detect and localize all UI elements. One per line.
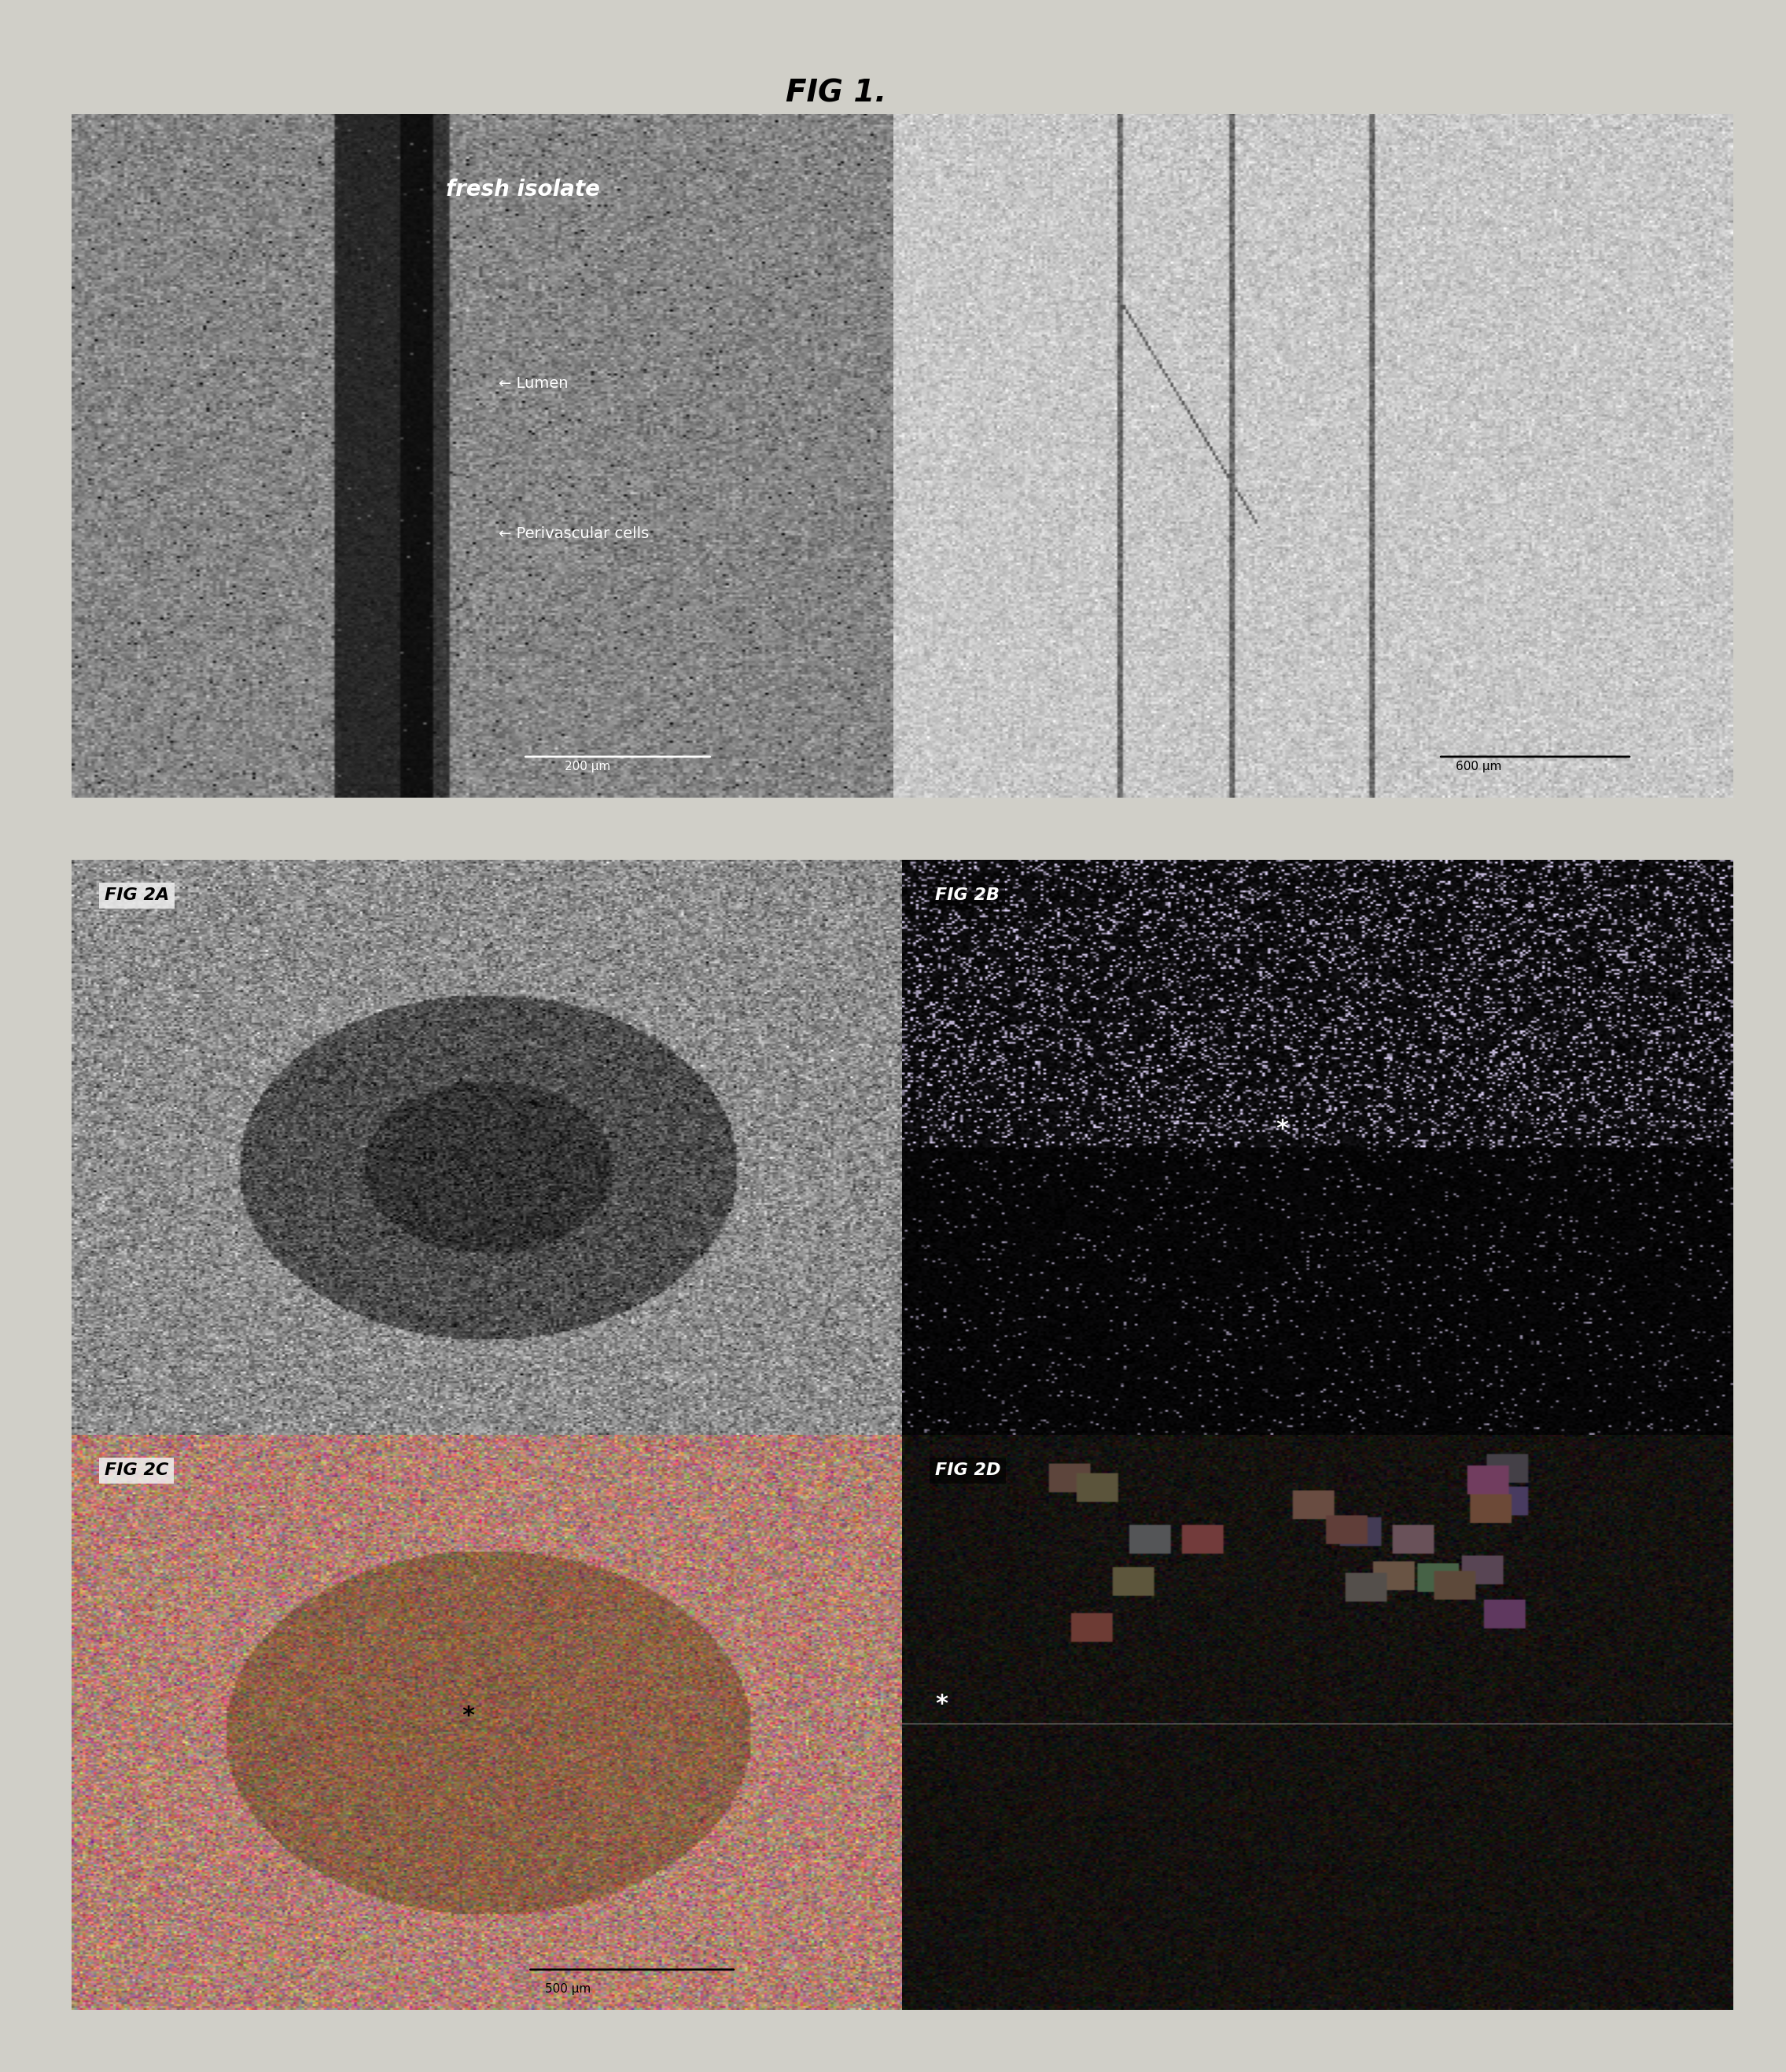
Text: 600 μm: 600 μm [1456, 760, 1502, 773]
Text: FIG 2B: FIG 2B [936, 887, 1000, 903]
Text: FIG 2A: FIG 2A [105, 887, 170, 903]
Text: FIG 2D: FIG 2D [936, 1463, 1000, 1477]
Text: FIG 2C: FIG 2C [105, 1463, 168, 1477]
Text: *: * [463, 1705, 475, 1728]
Text: *: * [1275, 1117, 1288, 1140]
Text: ← Perivascular cells: ← Perivascular cells [498, 526, 648, 541]
Text: 500 μm: 500 μm [545, 1983, 591, 1995]
Text: fresh isolate: fresh isolate [446, 178, 600, 201]
Text: ← Lumen: ← Lumen [498, 375, 568, 392]
Text: *: * [936, 1693, 948, 1716]
Text: 200 μm: 200 μm [564, 760, 611, 773]
Text: FIG 1.: FIG 1. [786, 79, 886, 108]
